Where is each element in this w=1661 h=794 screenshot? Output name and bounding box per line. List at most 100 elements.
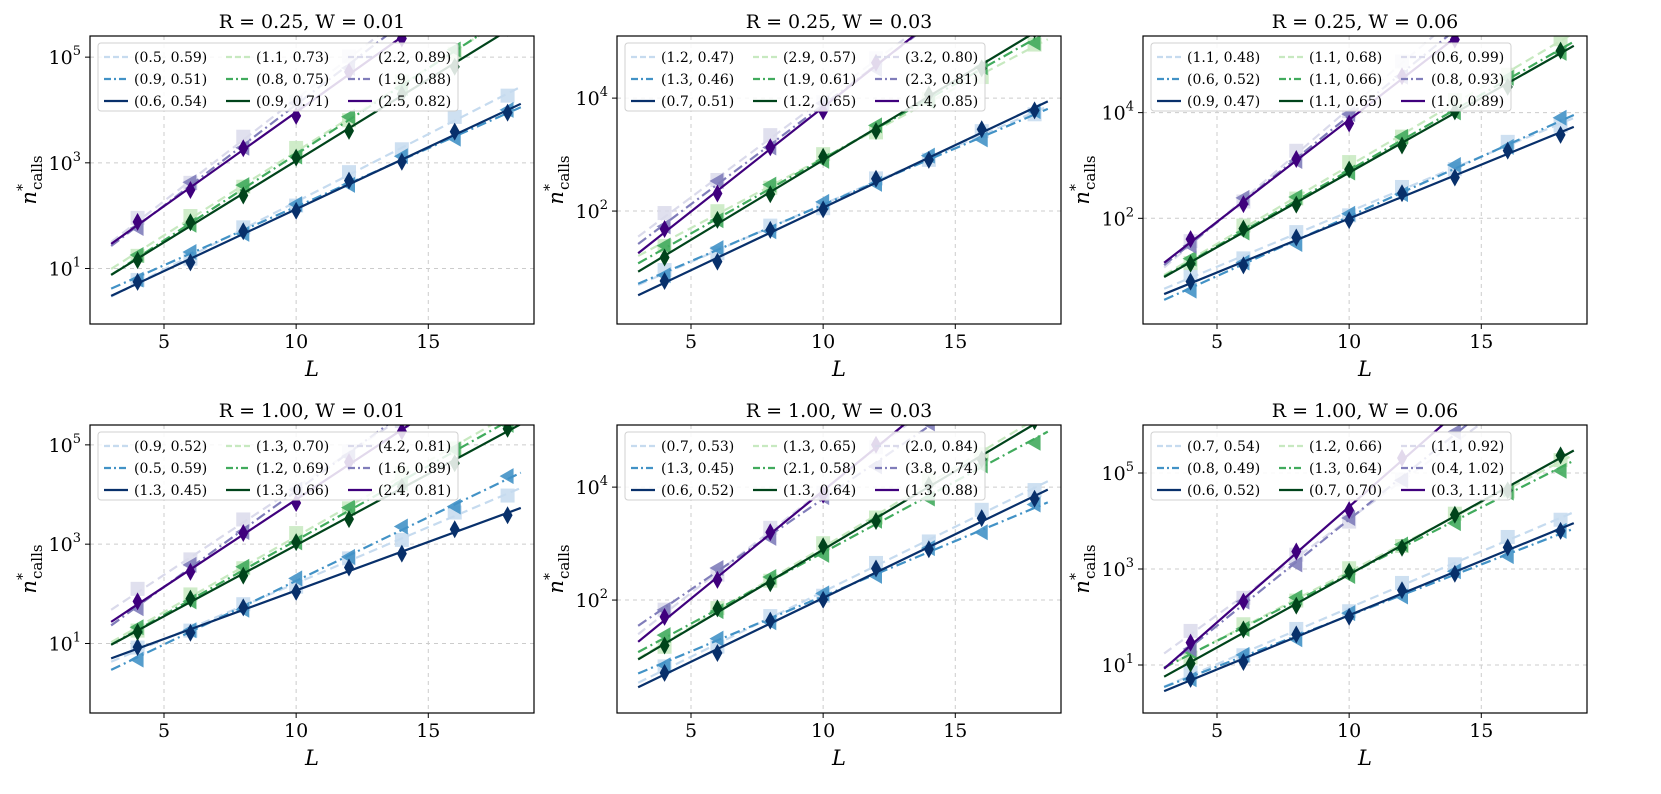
subplot-title: R = 0.25, W = 0.06	[1272, 11, 1459, 33]
data-point	[344, 121, 354, 140]
data-point	[1291, 150, 1302, 169]
y-tick-label: 103	[49, 531, 81, 556]
data-point	[871, 559, 881, 578]
y-tick-label: 105	[49, 44, 81, 69]
data-point	[291, 533, 302, 552]
legend-label: (0.8, 0.49)	[1187, 461, 1260, 477]
data-point	[1446, 156, 1461, 173]
data-point	[1449, 168, 1460, 187]
legend-label: (0.7, 0.53)	[661, 439, 734, 455]
data-point	[502, 103, 513, 122]
legend-label: (1.2, 0.65)	[783, 94, 856, 110]
data-point	[1500, 529, 1515, 544]
series-line	[110, 506, 522, 660]
data-point	[1030, 311, 1040, 329]
data-point	[235, 558, 250, 575]
data-point	[709, 172, 724, 189]
legend-label: (2.2, 0.89)	[378, 50, 451, 66]
data-point	[447, 369, 461, 385]
data-point	[132, 212, 143, 231]
data-point	[1501, 395, 1515, 409]
data-point	[923, 540, 934, 559]
data-point	[132, 638, 143, 657]
data-point	[1028, 411, 1042, 425]
data-point	[975, 357, 989, 371]
data-point	[712, 210, 723, 229]
data-point	[1027, 342, 1041, 358]
data-point	[500, 88, 515, 103]
y-tick-label: 105	[1102, 460, 1134, 485]
data-point	[396, 36, 407, 48]
legend-label: (0.9, 0.71)	[256, 94, 329, 110]
series-line	[1163, 36, 1450, 266]
data-point	[235, 177, 250, 194]
data-point	[450, 382, 460, 400]
x-tick-label: 15	[943, 331, 967, 353]
axes-frame	[1142, 35, 1588, 325]
series-line	[1163, 425, 1469, 670]
legend-label: (0.8, 0.93)	[1431, 72, 1504, 88]
axes-frame	[89, 424, 535, 714]
data-point	[1029, 101, 1040, 120]
data-point	[502, 506, 513, 525]
data-point	[659, 607, 670, 626]
data-point	[291, 148, 302, 167]
data-point	[1449, 564, 1460, 583]
legend-label: (1.3, 0.64)	[1309, 461, 1382, 477]
x-tick-label: 5	[685, 331, 697, 353]
data-point	[923, 425, 935, 432]
legend-label: (1.2, 0.66)	[1309, 439, 1382, 455]
legend-label: (1.3, 0.46)	[661, 72, 734, 88]
series-line	[110, 36, 388, 247]
x-tick-label: 5	[158, 720, 170, 742]
series-line	[637, 100, 1049, 297]
data-point	[659, 663, 670, 682]
data-point	[1555, 41, 1566, 60]
y-axis-label: n*calls	[542, 155, 573, 204]
data-point	[1502, 538, 1513, 557]
data-point	[1552, 109, 1567, 126]
subplot-4: R = 1.00, W = 0.015 10 15101103105Ln*calls…	[15, 369, 535, 770]
legend-label: (2.9, 0.57)	[783, 50, 856, 66]
series-line	[1163, 36, 1436, 269]
x-axis-label: L	[304, 357, 319, 381]
data-point	[765, 220, 776, 239]
data-point	[1553, 512, 1568, 527]
x-tick-label: 10	[1337, 331, 1361, 353]
y-axis-label: n*calls	[542, 544, 573, 593]
data-point	[238, 139, 249, 158]
data-point	[1291, 195, 1302, 214]
data-point	[1291, 228, 1302, 247]
data-point	[657, 206, 672, 221]
data-point	[973, 524, 988, 541]
axes-frame	[616, 35, 1062, 325]
data-point	[712, 599, 723, 618]
data-point	[182, 243, 197, 260]
data-point	[1553, 338, 1567, 354]
series-line	[110, 36, 481, 270]
data-point	[132, 272, 143, 291]
legend-label: (0.7, 0.54)	[1187, 439, 1260, 455]
legend-frame	[97, 42, 459, 112]
legend-label: (0.4, 1.02)	[1431, 461, 1504, 477]
data-point	[1238, 195, 1249, 214]
data-point	[1344, 501, 1355, 520]
data-point	[712, 184, 723, 203]
data-point	[1397, 136, 1407, 155]
data-point	[396, 544, 407, 563]
data-point	[871, 169, 881, 188]
data-point	[1503, 0, 1513, 2]
data-point	[344, 510, 354, 529]
plot-area	[1163, 0, 1575, 301]
data-point	[1033, 36, 1037, 39]
legend-label: (1.1, 0.68)	[1309, 50, 1382, 66]
legend: (0.9, 0.52) (0.5, 0.59) (1.3, 0.45) (1.3, 0…	[97, 431, 459, 501]
data-point	[1344, 562, 1355, 581]
data-point	[446, 498, 461, 515]
y-tick-label: 103	[1102, 556, 1134, 581]
legend-label: (1.1, 0.48)	[1187, 50, 1260, 66]
data-point	[1397, 184, 1407, 203]
data-point	[1397, 581, 1407, 600]
data-point	[1344, 160, 1355, 179]
data-point	[1185, 230, 1196, 249]
